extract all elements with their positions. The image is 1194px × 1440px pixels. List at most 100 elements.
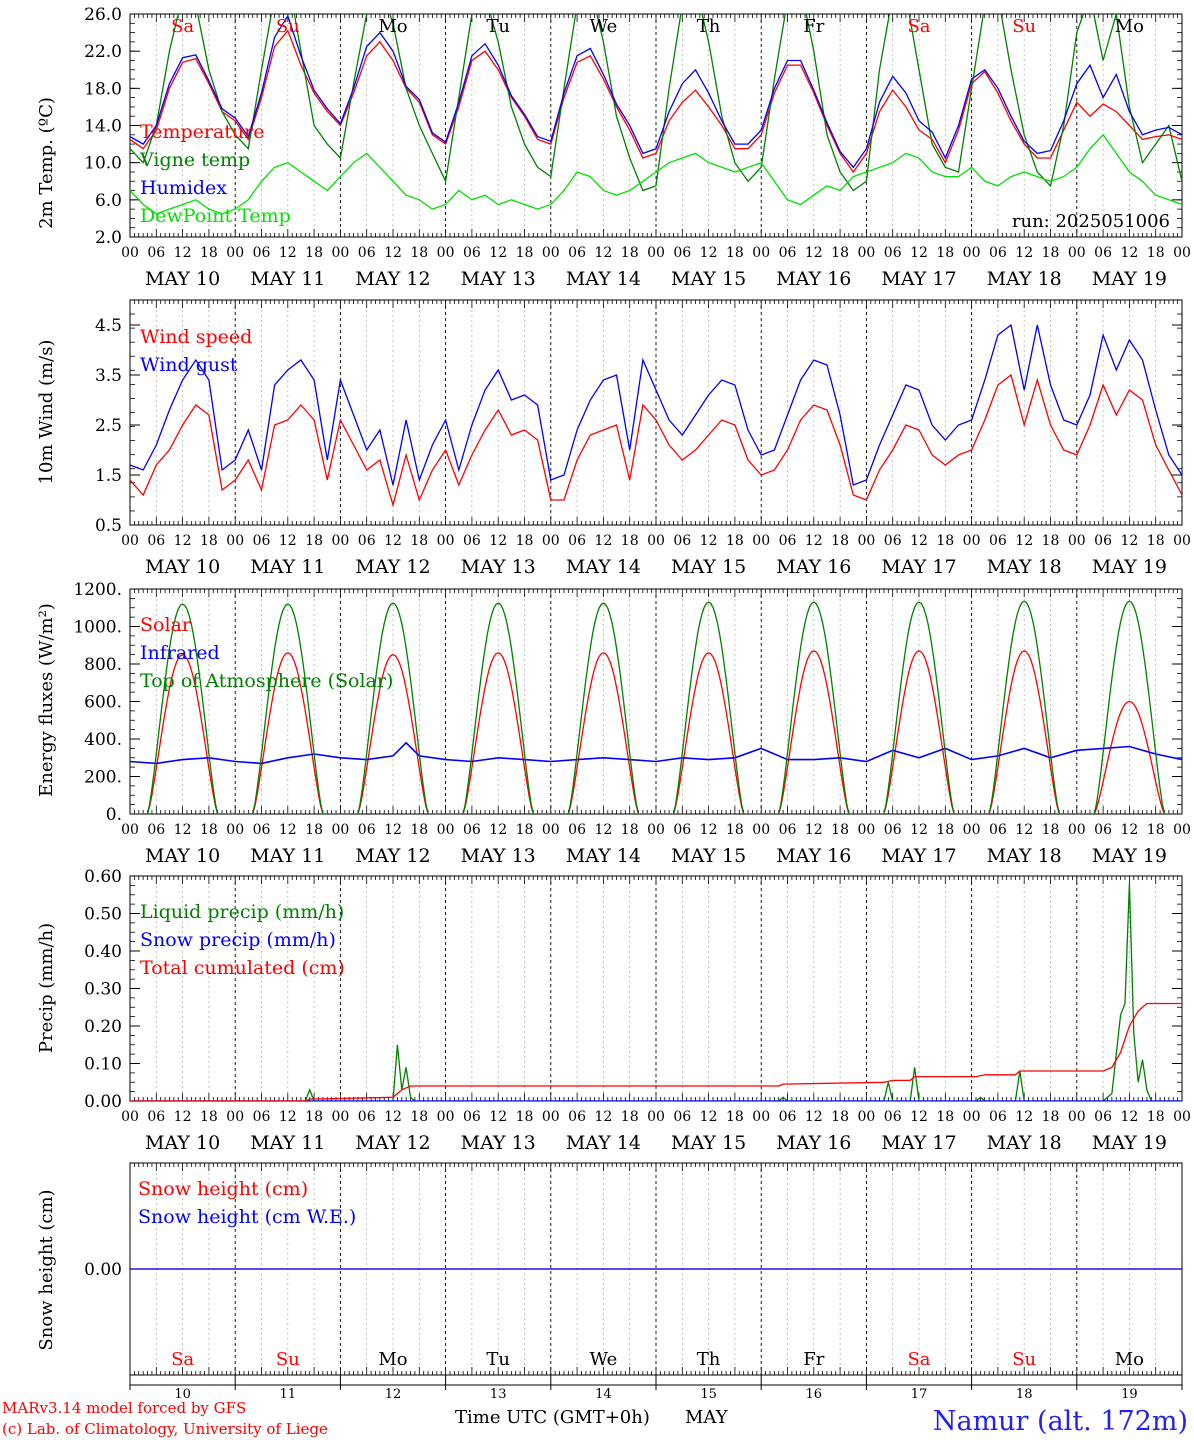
hour-label: 12 <box>279 1109 297 1125</box>
hour-label: 18 <box>621 822 639 838</box>
hour-label: 00 <box>121 533 139 549</box>
series-line-humidex <box>130 14 1182 169</box>
date-label: MAY 14 <box>566 268 641 290</box>
hour-label: 18 <box>936 1109 954 1125</box>
hour-label: 06 <box>673 822 691 838</box>
hour-label: 18 <box>410 822 428 838</box>
hour-label: 00 <box>121 822 139 838</box>
legend-entry: DewPoint Temp <box>140 205 291 227</box>
date-label: MAY 12 <box>355 1132 430 1154</box>
series-line-vigne-temp <box>130 14 1182 192</box>
panel-snow: 0.00 Snow height (cm) Snow height (cm) Snow… <box>36 1162 1183 1402</box>
hour-label: 12 <box>174 822 192 838</box>
y-tick-label: 800. <box>84 655 122 675</box>
hour-label: 06 <box>989 245 1007 261</box>
hour-label: 18 <box>1147 245 1165 261</box>
hour-label: 12 <box>910 822 928 838</box>
hour-label: 12 <box>1015 822 1033 838</box>
hour-label: 18 <box>305 245 323 261</box>
hour-label: 00 <box>331 533 349 549</box>
hour-label: 00 <box>752 1109 770 1125</box>
day-number-label: 11 <box>280 1387 297 1402</box>
hour-label: 12 <box>489 822 507 838</box>
hour-label: 12 <box>594 245 612 261</box>
hour-label: 06 <box>253 245 271 261</box>
date-label: MAY 10 <box>145 1132 220 1154</box>
hour-label: 18 <box>726 245 744 261</box>
date-label: MAY 13 <box>461 268 536 290</box>
hour-label: 18 <box>1042 1109 1060 1125</box>
weekday-label: We <box>590 16 618 37</box>
panel-temperature: 26.0 22.0 18.0 14.0 10.0 6.0 2.0 2m Temp. (ºC) T… <box>36 5 1191 290</box>
hour-label: 00 <box>437 1109 455 1125</box>
y-tick-label: 0.30 <box>84 980 122 1000</box>
hour-label: 06 <box>253 1109 271 1125</box>
weekday-label: Tu <box>486 1349 510 1370</box>
hour-label: 12 <box>594 822 612 838</box>
hour-label: 12 <box>805 245 823 261</box>
hour-label: 06 <box>989 1109 1007 1125</box>
weekday-label: Fr <box>803 16 824 37</box>
weekday-label: Mo <box>1115 16 1144 37</box>
date-label: MAY 10 <box>145 268 220 290</box>
hour-label: 06 <box>358 533 376 549</box>
hour-label: 18 <box>936 533 954 549</box>
series-line-dewpoint-temp <box>130 133 1182 215</box>
hour-label: 00 <box>226 1109 244 1125</box>
date-label: MAY 17 <box>881 1132 956 1154</box>
hour-label: 06 <box>673 533 691 549</box>
hour-label: 06 <box>463 1109 481 1125</box>
hour-label: 00 <box>752 245 770 261</box>
hour-label: 18 <box>1147 533 1165 549</box>
date-label: MAY 13 <box>461 1132 536 1154</box>
hour-label: 06 <box>779 822 797 838</box>
date-label: MAY 15 <box>671 268 746 290</box>
legend-entry: Top of Atmosphere (Solar) <box>140 670 393 692</box>
hour-label: 12 <box>384 533 402 549</box>
hour-label: 00 <box>331 822 349 838</box>
hour-label: 00 <box>1068 822 1086 838</box>
y-tick-label: 0.5 <box>95 516 122 536</box>
hour-label: 12 <box>1120 245 1138 261</box>
weekday-label: Fr <box>803 1349 824 1370</box>
date-label: MAY 15 <box>671 845 746 867</box>
date-label: MAY 10 <box>145 556 220 578</box>
y-axis-title: 10m Wind (m/s) <box>36 340 57 485</box>
date-label: MAY 15 <box>671 1132 746 1154</box>
hour-label: 18 <box>200 822 218 838</box>
hour-label: 12 <box>489 533 507 549</box>
hour-label: 12 <box>489 1109 507 1125</box>
hour-label: 00 <box>1173 533 1191 549</box>
hour-label: 18 <box>1147 822 1165 838</box>
y-tick-label: 26.0 <box>84 5 122 25</box>
legend-entry: Temperature <box>140 121 264 143</box>
y-tick-label: 0.00 <box>84 1260 122 1280</box>
y-axis-title: 2m Temp. (ºC) <box>36 97 57 229</box>
hour-label: 06 <box>1094 245 1112 261</box>
hour-label: 00 <box>857 822 875 838</box>
hour-label: 06 <box>1094 822 1112 838</box>
hour-label: 18 <box>621 533 639 549</box>
y-axis-title: Precip (mm/h) <box>36 923 57 1053</box>
hour-label: 06 <box>779 245 797 261</box>
series-group <box>130 323 1182 508</box>
hour-label: 18 <box>305 1109 323 1125</box>
hour-label: 00 <box>226 533 244 549</box>
hour-label: 18 <box>1147 1109 1165 1125</box>
date-label: MAY 16 <box>776 556 851 578</box>
y-tick-label: 2.0 <box>95 228 122 248</box>
y-tick-label: 3.5 <box>95 366 122 386</box>
weekday-label: Su <box>1012 16 1036 37</box>
y-tick-label: 0.00 <box>84 1092 122 1112</box>
weekday-label: Sa <box>907 16 930 37</box>
date-label: MAY 16 <box>776 845 851 867</box>
hour-label: 06 <box>568 245 586 261</box>
weekday-label: Mo <box>1115 1349 1144 1370</box>
y-tick-label: 1.5 <box>95 466 122 486</box>
hour-label: 00 <box>542 245 560 261</box>
weekday-label: Th <box>697 16 721 37</box>
series-line-top-of-atmosphere-solar- <box>130 600 1182 814</box>
hour-label: 06 <box>673 245 691 261</box>
panel-wind: 4.5 3.5 2.5 1.5 0.5 10m Wind (m/s) Wind speed W… <box>36 299 1191 578</box>
weekday-label: Sa <box>171 1349 194 1370</box>
